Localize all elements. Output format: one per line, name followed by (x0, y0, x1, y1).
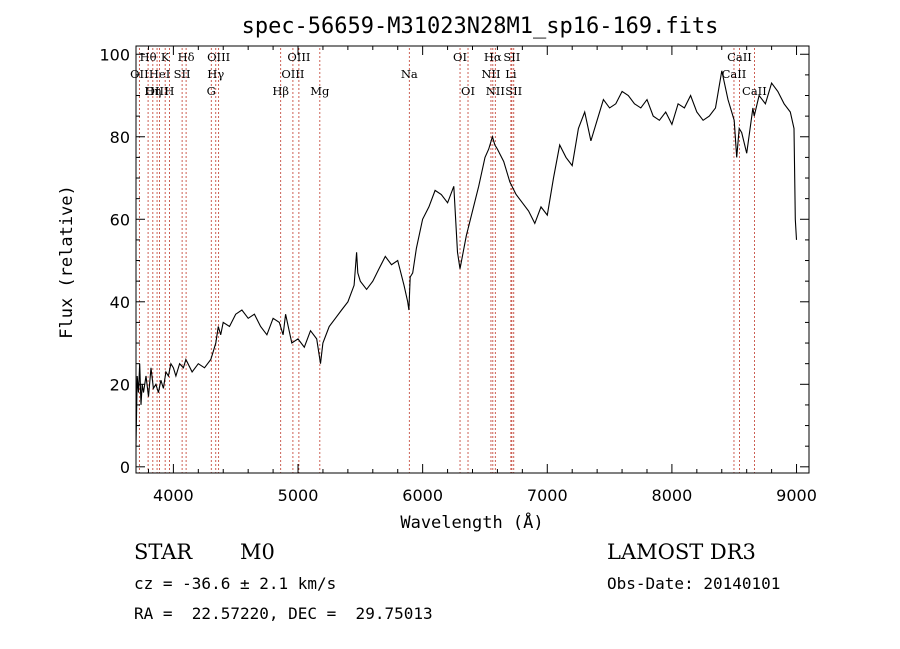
survey-name: LAMOST DR3 (607, 540, 756, 564)
line-marker-label: CaII (742, 84, 767, 98)
x-axis-label: Wavelength (Å) (400, 511, 543, 533)
coords-text: RA = 22.57220, DEC = 29.75013 (134, 604, 433, 623)
line-marker-label: OII (130, 67, 149, 81)
y-tick-label: 20 (110, 375, 130, 394)
line-marker-label: Hγ (207, 67, 224, 81)
line-marker-label: OIII (287, 50, 310, 64)
plot-frame (135, 45, 810, 474)
line-marker-label: OIII (281, 67, 304, 81)
object-class: STAR (134, 540, 193, 564)
x-tick-label: 6000 (402, 486, 443, 505)
y-tick-label: 40 (110, 293, 130, 312)
spectrum-line (135, 70, 798, 447)
line-marker-label: OI (461, 84, 475, 98)
line-marker-label: NII (481, 67, 500, 81)
line-marker-label: HeI (149, 67, 170, 81)
y-tick-label: 60 (110, 210, 130, 229)
x-tick-label: 9000 (776, 486, 817, 505)
line-marker-label: Hδ (178, 50, 195, 64)
x-tick-label: 8000 (652, 486, 693, 505)
line-marker-label: OIII (146, 84, 169, 98)
x-tick-label: 5000 (278, 486, 319, 505)
line-marker-label: Li (505, 67, 517, 81)
line-markers (138, 48, 755, 473)
chart-title: spec-56659-M31023N28M1_sp16-169.fits (242, 14, 719, 39)
line-marker-label: G (207, 84, 216, 98)
object-subclass: M0 (240, 540, 275, 564)
y-tick-label: 100 (99, 45, 130, 64)
line-marker-label: NII (486, 84, 505, 98)
y-tick-label: 80 (110, 128, 130, 147)
x-tick-label: 4000 (153, 486, 194, 505)
line-marker-label: CaII (722, 67, 747, 81)
line-marker-label: CaII (727, 50, 752, 64)
line-marker-label: Hβ (272, 84, 289, 98)
line-marker-label: H (164, 84, 174, 98)
y-axis-ticks: 0 20 40 60 80 100 (99, 45, 809, 477)
line-marker-label: Mg (310, 84, 330, 98)
x-tick-label: 7000 (527, 486, 568, 505)
line-marker-label: Hα (484, 50, 502, 64)
line-marker-label: SII (174, 67, 191, 81)
line-marker-label: Hθ (140, 50, 157, 64)
line-marker-label: Na (401, 67, 418, 81)
y-axis-label: Flux (relative) (57, 185, 77, 339)
line-marker-label: K (161, 50, 170, 64)
obs-date-text: Obs-Date: 20140101 (607, 574, 781, 593)
line-marker-label: SII (505, 84, 522, 98)
line-marker-label: Hη (144, 84, 161, 98)
line-marker-label: OI (453, 50, 467, 64)
y-tick-label: 0 (120, 458, 130, 477)
line-marker-label: SII (503, 50, 520, 64)
redshift-text: cz = -36.6 ± 2.1 km/s (134, 574, 337, 593)
line-marker-label: OIII (207, 50, 230, 64)
x-axis-ticks: 4000 5000 6000 7000 8000 9000 (147, 46, 817, 505)
